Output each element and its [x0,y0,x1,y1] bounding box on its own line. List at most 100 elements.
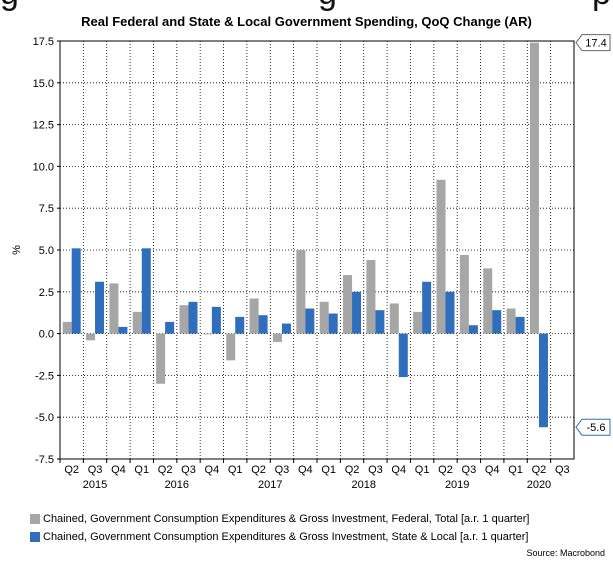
x-tick-label: Q4 [391,464,406,476]
bar-state-local [492,310,502,334]
bar-federal [202,333,212,335]
cropped-heading-fragment: g [318,0,337,13]
y-tick-label: -7.5 [35,454,54,466]
x-tick-label: Q3 [88,464,103,476]
bar-state-local [375,310,385,334]
year-label: 2019 [445,479,469,491]
bar-federal [413,311,423,334]
year-label: 2017 [258,479,282,491]
y-tick-label: 0.0 [39,329,54,341]
y-tick-label: 5.0 [39,245,54,257]
bar-federal [436,179,446,334]
y-tick-label: 7.5 [39,203,54,215]
source-note: Source: Macrobond [526,548,605,558]
bar-federal [132,311,142,334]
bar-state-local [188,301,198,334]
bar-federal [529,42,539,334]
y-tick-label: 10.0 [33,161,54,173]
legend-swatch-state-local [30,532,40,542]
x-tick-label: Q2 [158,464,173,476]
bar-federal [62,321,72,334]
bar-federal [483,268,493,334]
cropped-heading-fragment: p [592,0,611,13]
bar-federal [109,283,119,334]
bar-federal [296,250,306,334]
bar-state-local [398,333,408,378]
x-tick-label: Q3 [181,464,196,476]
chart-canvas: 17.5 15.0 12.5 10.0 7.5 5.0 2.5 0.0 -2.5 -5.0 -7.5… [11,34,611,491]
x-tick-label: Q3 [462,464,477,476]
x-tick-label: Q4 [485,464,500,476]
bar-state-local [445,291,455,334]
x-tick-label: Q4 [111,464,126,476]
legend: Chained, Government Consumption Expendit… [30,510,530,546]
bar-state-local [422,281,432,334]
y-tick-label: -2.5 [35,370,54,382]
bar-state-local [305,308,315,334]
year-label: 2016 [165,479,189,491]
x-tick-label: Q1 [134,464,149,476]
bar-state-local [141,248,151,334]
x-tick-label: Q4 [298,464,313,476]
cropped-heading-fragment: g [0,0,19,13]
x-tick-label: Q1 [228,464,243,476]
y-axis-label: % [11,245,23,255]
legend-swatch-federal [30,514,40,524]
bar-federal [272,333,282,342]
year-label: 2018 [351,479,375,491]
callout-box-federal [575,34,611,52]
bar-federal [459,255,469,334]
bar-federal [389,303,399,334]
bar-state-local [95,281,105,334]
chart-title: Real Federal and State & Local Governmen… [81,14,532,29]
x-tick-label: Q1 [415,464,430,476]
x-tick-label: Q2 [251,464,266,476]
bar-state-local [71,248,81,334]
x-tick-label: Q2 [532,464,547,476]
bar-federal [226,333,236,361]
bar-state-local [328,313,338,334]
legend-item-state-local: Chained, Government Consumption Expendit… [30,528,530,546]
x-tick-label: Q2 [64,464,79,476]
x-tick-label: Q3 [275,464,290,476]
x-tick-label: Q2 [345,464,360,476]
x-tick-label: Q4 [205,464,220,476]
callout-label-federal: 17.4 [585,38,606,50]
bar-state-local [165,321,175,334]
bar-state-local [211,306,221,334]
cropped-heading-text: g g p [0,0,613,14]
bar-state-local [281,323,291,334]
y-tick-label: -5.0 [35,412,54,424]
plot-frame [59,40,575,460]
x-tick-label: Q2 [438,464,453,476]
legend-label-state-local: Chained, Government Consumption Expendit… [43,531,529,543]
y-tick-label: 17.5 [33,36,54,48]
callout-label-state-local: -5.6 [587,422,606,434]
x-tick-label: Q3 [555,464,570,476]
bar-federal [156,333,166,384]
bar-federal [249,298,259,334]
bar-federal [506,308,516,334]
x-tick-label: Q1 [508,464,523,476]
bar-federal [343,275,353,334]
x-tick-label: Q1 [321,464,336,476]
bar-state-local [258,315,268,334]
bar-state-local [235,316,245,334]
bar-state-local [515,316,525,334]
legend-label-federal: Chained, Government Consumption Expendit… [43,513,530,525]
y-tick-label: 15.0 [33,78,54,90]
bar-state-local [352,291,362,334]
bar-federal [319,301,329,334]
y-tick-label: 12.5 [33,120,54,132]
year-label: 2020 [527,479,551,491]
callout-box-state-local [575,418,611,436]
bar-federal [366,260,376,334]
bar-state-local [538,333,548,428]
legend-item-federal: Chained, Government Consumption Expendit… [30,510,530,528]
bar-state-local [468,325,478,334]
bar-state-local [118,326,128,334]
bar-federal [179,305,189,334]
y-tick-label: 2.5 [39,287,54,299]
bar-federal [86,333,96,341]
year-label: 2015 [83,479,107,491]
